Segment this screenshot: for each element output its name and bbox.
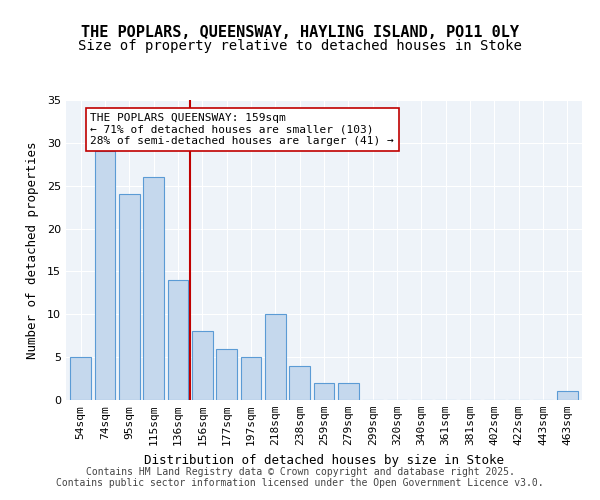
Text: THE POPLARS QUEENSWAY: 159sqm
← 71% of detached houses are smaller (103)
28% of : THE POPLARS QUEENSWAY: 159sqm ← 71% of d… (91, 113, 394, 146)
Text: Contains HM Land Registry data © Crown copyright and database right 2025.
Contai: Contains HM Land Registry data © Crown c… (56, 466, 544, 488)
Bar (167, 280, 188, 400)
Y-axis label: Number of detached properties: Number of detached properties (26, 141, 38, 359)
Bar (289, 366, 310, 400)
Bar (119, 194, 140, 400)
Bar (143, 177, 164, 400)
Bar (557, 392, 578, 400)
Bar (314, 383, 334, 400)
Text: THE POPLARS, QUEENSWAY, HAYLING ISLAND, PO11 0LY: THE POPLARS, QUEENSWAY, HAYLING ISLAND, … (81, 25, 519, 40)
Bar (338, 383, 359, 400)
Bar (95, 152, 115, 400)
Bar (241, 357, 262, 400)
Bar (265, 314, 286, 400)
X-axis label: Distribution of detached houses by size in Stoke: Distribution of detached houses by size … (144, 454, 504, 466)
Bar (192, 332, 212, 400)
Bar (70, 357, 91, 400)
Bar (216, 348, 237, 400)
Text: Size of property relative to detached houses in Stoke: Size of property relative to detached ho… (78, 39, 522, 53)
